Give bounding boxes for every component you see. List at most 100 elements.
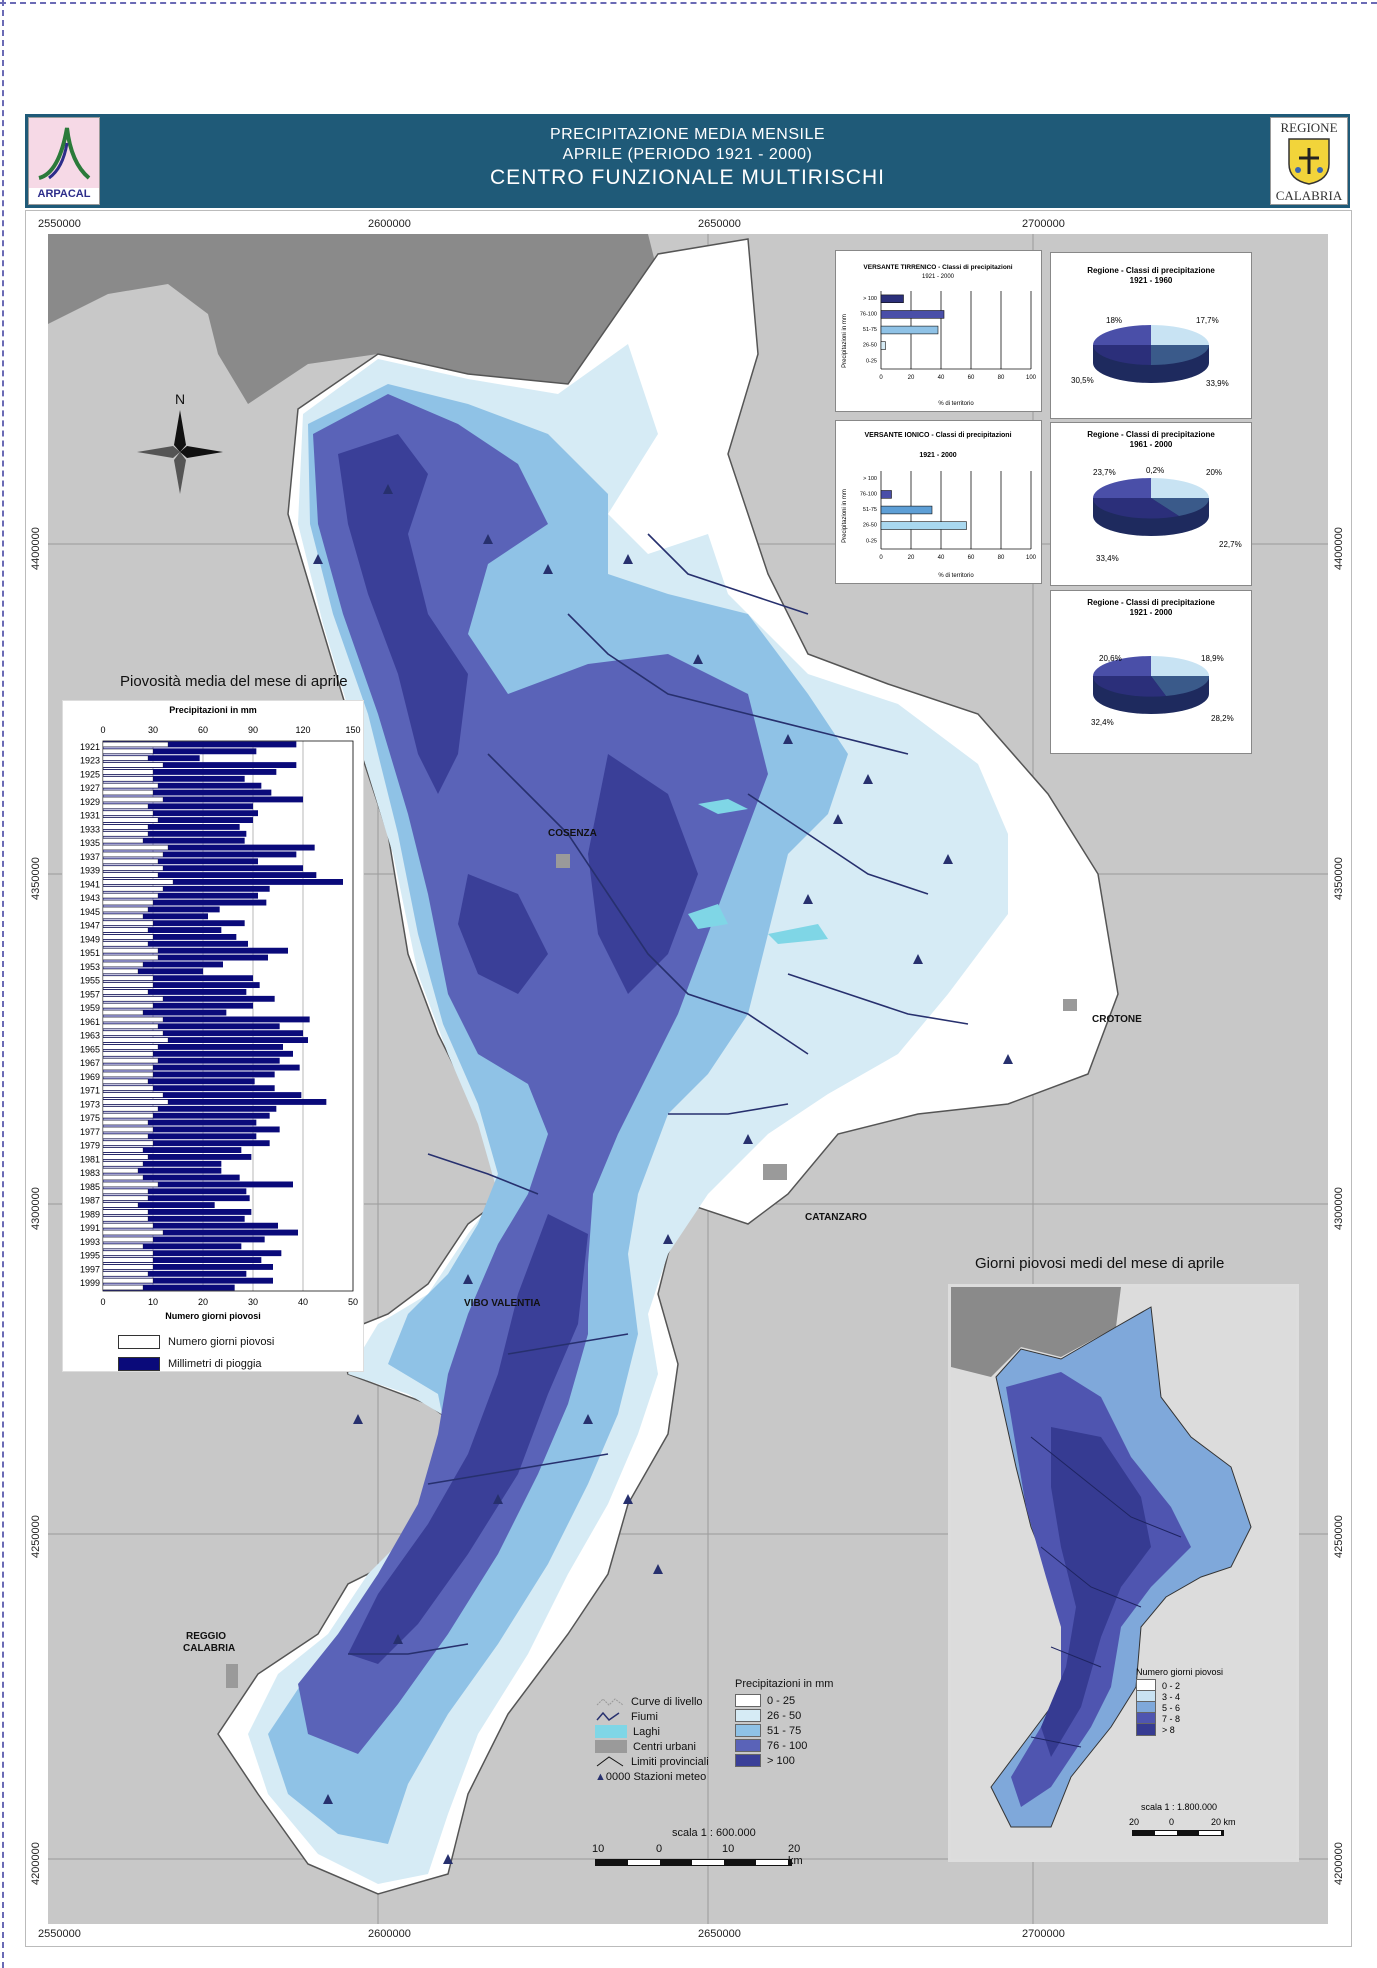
hist-year-2: 1925 [80,769,100,779]
regione-calabria-logo: REGIONE CALABRIA [1270,117,1348,205]
hist-year-32: 1985 [80,1182,100,1192]
ionico-ylabel: Precipitazioni in mm [842,489,848,543]
hist-days-bar-48 [102,1072,154,1077]
hist-days-bar-45 [102,1051,154,1057]
coord-y-right-3: 4300000 [1333,1187,1345,1230]
precip-classes-item-3: 76 - 100 [735,1738,833,1753]
label-crotone: CROTONE [1092,1014,1142,1025]
legend-days: Numero giorni piovosi [118,1335,274,1349]
map-frame [25,210,1352,1947]
hist-mm-bar-40 [103,1016,310,1023]
hist-year-23: 1967 [80,1058,100,1068]
pie3-slice-c [1092,676,1166,697]
legend-contours: Curve di livello [595,1694,709,1709]
precip-classes-swatch-4 [735,1754,761,1767]
coord-y-right-4: 4250000 [1333,1515,1345,1558]
hist-mm-bar-57 [103,1133,257,1140]
inset-classes-label-0: 0 - 2 [1162,1680,1181,1691]
hist-days-bar-51 [102,1092,164,1098]
ionico-category-2: 51-75 [863,507,877,513]
hist-mm-bar-60 [103,1154,252,1160]
precip-classes-label-0: 0 - 25 [767,1694,796,1707]
tirrenico-bar-0 [880,294,904,304]
tirrenico-category-1: 76-100 [860,312,877,318]
tirrenico-xlabel: % di territorio [938,401,974,407]
hist-year-16: 1953 [80,962,100,972]
hist-days-bar-53 [102,1106,159,1112]
label-cosenza: COSENZA [548,828,597,839]
hist-days-bar-7 [102,790,154,795]
hist-mm-bar-73 [103,1243,242,1250]
hist-mm-bar-56 [103,1126,280,1133]
lakes [688,799,828,944]
pie2-slice-c [1092,498,1179,519]
hist-days-bar-69 [102,1216,149,1222]
hist-mm-bar-29 [103,940,248,947]
hist-mm-bar-59 [103,1147,242,1153]
hist-mm-bar-7 [103,789,272,796]
hist-year-5: 1931 [80,811,100,821]
pie2-slice-a [1151,478,1209,498]
hist-mm-bar-22 [103,892,258,899]
tirrenico-xtick-3: 60 [968,375,975,381]
hist-mm-bar-35 [103,982,260,988]
hist-days-bar-62 [102,1168,139,1174]
tirrenico-category-3: 26-50 [863,343,877,349]
tirrenico-category-2: 51-75 [863,327,877,333]
hist-days-bar-50 [102,1085,154,1091]
hist-bottom-tick-0: 0 [100,1297,105,1307]
inset-classes-label-3: 7 - 8 [1162,1713,1181,1724]
hist-year-1: 1923 [80,756,100,766]
hist-mm-bar-32 [103,961,223,968]
hist-mm-bar-24 [103,906,220,913]
precip-classes-swatch-1 [735,1709,761,1722]
hist-year-3: 1927 [80,783,100,793]
ionico-bar-1 [880,490,892,499]
hist-days-bar-28 [102,934,154,940]
hist-year-7: 1935 [80,838,100,848]
hist-year-18: 1957 [80,989,100,999]
hist-days-bar-31 [102,955,159,960]
arpacal-logo: ARPACAL [28,117,100,205]
pie-1921-2000-panel: Regione - Classi di precipitazione 1921 … [1050,590,1252,754]
coord-x-top-4: 2700000 [1022,218,1065,230]
pie1-slice-c [1093,345,1151,365]
pie3-slice-d [1093,656,1151,676]
hist-days-bar-5 [102,776,154,782]
hist-days-bar-79 [102,1285,144,1290]
hist-mm-bar-79 [103,1284,235,1291]
hist-year-29: 1979 [80,1141,100,1151]
hist-mm-bar-55 [103,1119,257,1126]
hist-bottom-tick-5: 50 [348,1297,358,1307]
histogram-chart: Precipitazioni in mm Numero giorni piovo… [80,705,361,1321]
inset-classes-swatch-4 [1136,1723,1156,1736]
hist-mm-bar-14 [103,837,245,844]
pie3-slice-a [1151,656,1209,676]
hist-days-bar-66 [102,1195,149,1201]
label-vibo-valentia: VIBO VALENTIA [464,1298,541,1309]
hist-mm-bar-51 [103,1092,302,1098]
pie3-label-1: 18,9% [1201,654,1224,663]
hist-mm-bar-43 [103,1037,308,1043]
hist-mm-bar-3 [103,762,297,768]
pie-1921-1960-panel: Regione - Classi di precipitazione 1921 … [1050,252,1252,419]
hist-year-15: 1951 [80,948,100,958]
hist-mm-bar-76 [103,1264,273,1270]
hist-days-bar-0 [102,742,169,747]
hist-mm-bar-52 [103,1099,327,1105]
hist-days-bar-24 [102,907,149,912]
hist-year-37: 1995 [80,1251,100,1261]
pie3-period: 1921 - 2000 [1130,608,1173,617]
hist-days-bar-20 [102,879,174,885]
hist-bottom-tick-2: 20 [198,1297,208,1307]
tirrenico-xtick-1: 20 [908,375,915,381]
hist-mm-bar-66 [103,1195,250,1202]
hist-days-bar-4 [102,769,154,775]
coord-y-right-1: 4400000 [1333,527,1345,570]
hist-mm-bar-41 [103,1023,280,1030]
coord-x-bottom-4: 2700000 [1022,1928,1065,1940]
title-line-3: CENTRO FUNZIONALE MULTIRISCHI [490,166,885,189]
hist-days-bar-36 [102,989,149,995]
hist-year-26: 1973 [80,1099,100,1109]
hist-mm-bar-13 [103,830,247,837]
